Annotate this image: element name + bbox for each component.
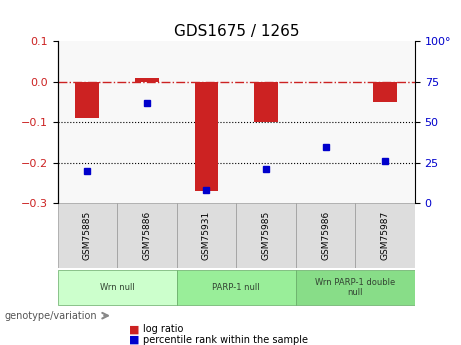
Bar — [373, 82, 397, 102]
Text: ■: ■ — [129, 325, 140, 334]
FancyBboxPatch shape — [117, 204, 177, 268]
Text: GSM75886: GSM75886 — [142, 211, 152, 260]
Text: GSM75986: GSM75986 — [321, 211, 330, 260]
Bar — [135, 78, 159, 82]
Bar — [76, 82, 99, 118]
Text: GSM75987: GSM75987 — [381, 211, 390, 260]
Bar — [254, 82, 278, 122]
Text: log ratio: log ratio — [143, 325, 183, 334]
Text: Wrn null: Wrn null — [100, 283, 135, 292]
FancyBboxPatch shape — [236, 204, 296, 268]
FancyBboxPatch shape — [296, 270, 415, 305]
FancyBboxPatch shape — [355, 204, 415, 268]
FancyBboxPatch shape — [177, 270, 296, 305]
FancyBboxPatch shape — [177, 204, 236, 268]
Text: percentile rank within the sample: percentile rank within the sample — [143, 335, 308, 345]
Text: ■: ■ — [129, 335, 140, 345]
Bar — [195, 82, 219, 191]
FancyBboxPatch shape — [58, 270, 177, 305]
Text: GSM75885: GSM75885 — [83, 211, 92, 260]
FancyBboxPatch shape — [58, 204, 117, 268]
Text: GSM75931: GSM75931 — [202, 211, 211, 260]
Text: Wrn PARP-1 double
null: Wrn PARP-1 double null — [315, 278, 396, 297]
Title: GDS1675 / 1265: GDS1675 / 1265 — [173, 24, 299, 39]
FancyBboxPatch shape — [296, 204, 355, 268]
Text: PARP-1 null: PARP-1 null — [213, 283, 260, 292]
Text: genotype/variation: genotype/variation — [5, 311, 97, 321]
Text: GSM75985: GSM75985 — [261, 211, 271, 260]
